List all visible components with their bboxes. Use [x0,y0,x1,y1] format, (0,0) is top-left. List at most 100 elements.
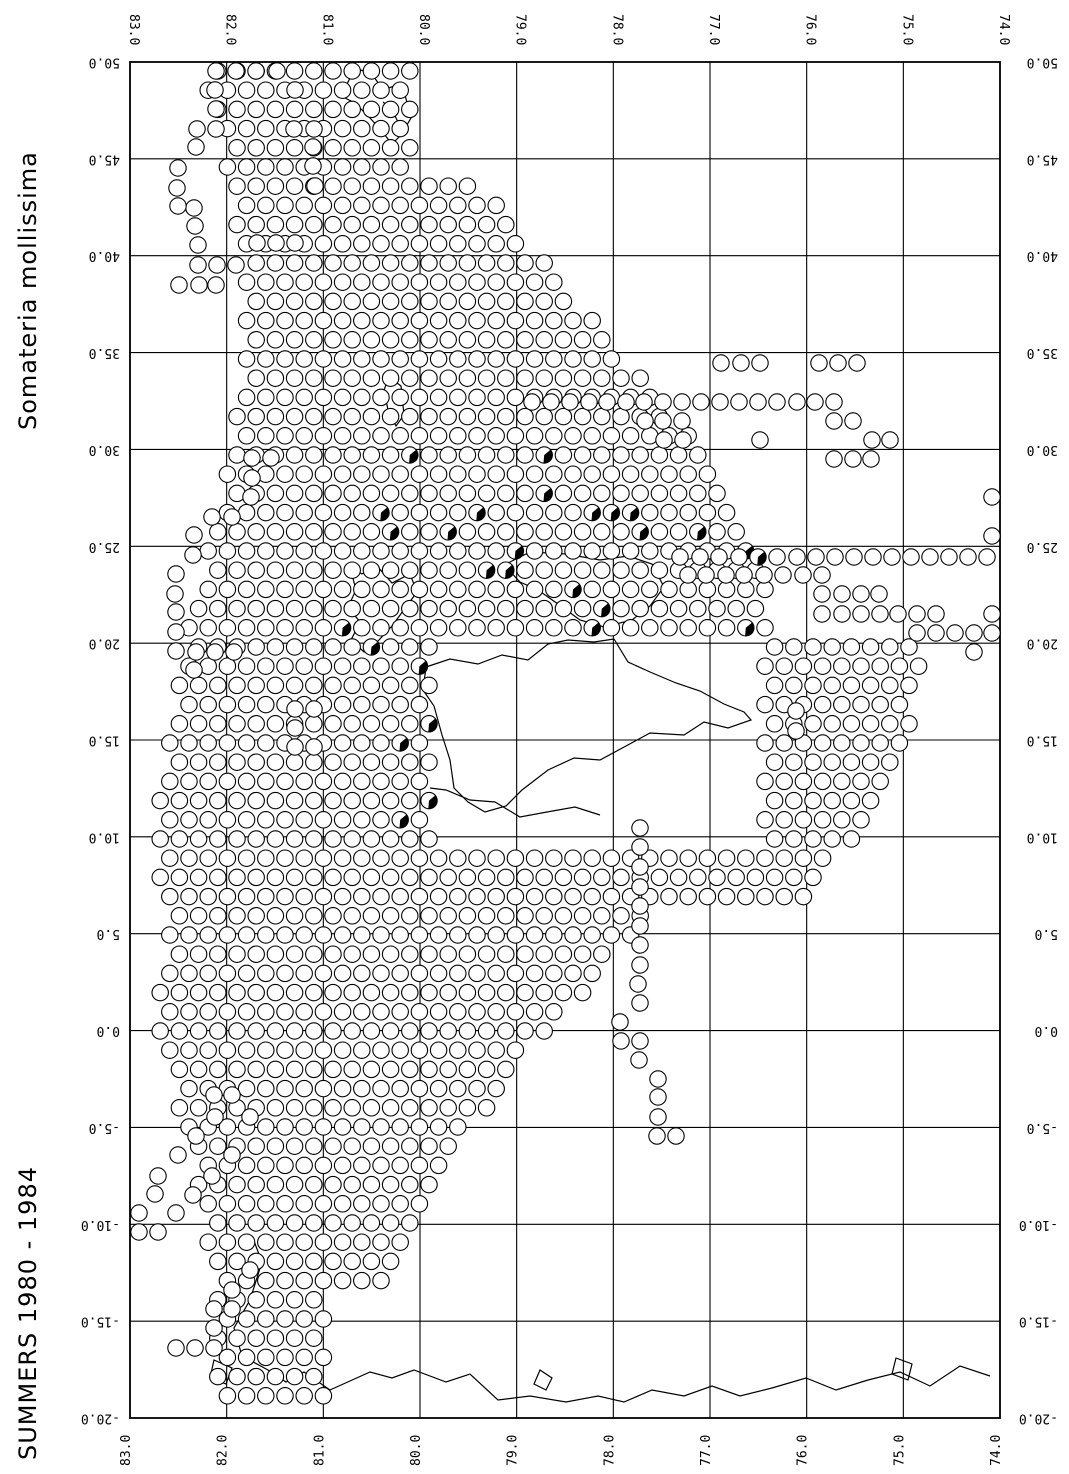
survey-point [343,676,361,695]
presence-wedge [370,641,380,656]
survey-circle [324,791,342,810]
survey-circle [276,311,294,330]
survey-circle [692,393,710,411]
survey-point [593,331,611,349]
survey-circle [516,484,534,503]
survey-circle [353,619,371,637]
survey-point [247,1367,265,1386]
survey-point [804,638,822,656]
survey-circle [333,772,352,791]
survey-point [362,1099,381,1117]
survey-circle [727,868,745,887]
survey-point [218,1003,237,1021]
survey-circle [362,331,381,349]
survey-circle [362,1252,381,1271]
survey-circle [295,542,313,560]
survey-point [554,599,573,618]
survey-circle [679,619,697,637]
survey-point [343,1137,361,1155]
survey-point [333,235,352,253]
survey-circle [458,215,477,234]
survey-point [391,772,409,791]
survey-point [257,964,275,983]
survey-circle [545,926,563,944]
survey-point [598,393,616,411]
survey-circle [689,446,707,464]
survey-circle [209,1252,227,1271]
survey-circle [228,983,246,1002]
survey-circle [285,1022,304,1040]
survey-circle [660,887,678,906]
survey-circle [353,119,371,138]
survey-circle [276,350,294,368]
survey-point [545,503,563,522]
survey-point [978,548,996,566]
survey-circle [477,1022,496,1040]
survey-point [788,393,806,411]
survey-circle [305,1367,323,1386]
survey-point [983,527,1001,545]
survey-point [218,887,237,906]
survey-circle [458,907,477,925]
survey-circle [602,427,621,445]
survey-point [228,100,246,119]
survey-circle [429,465,448,483]
survey-point [218,657,237,675]
survey-point [161,1003,179,1021]
survey-point [861,638,880,656]
survey-circle [756,772,774,791]
survey-point [170,830,189,848]
survey-point [167,623,185,641]
survey-point [871,734,889,752]
survey-circle [655,431,673,449]
survey-circle [324,177,342,195]
survey-point [185,199,203,217]
survey-point [487,887,505,906]
survey-circle [410,849,429,867]
survey-circle [161,964,179,983]
survey-point [765,868,784,887]
survey-point [324,331,342,349]
survey-point [883,548,901,566]
survey-circle [468,1041,486,1059]
survey-point [324,1175,342,1194]
survey-point [506,503,525,522]
survey-circle [506,964,525,983]
survey-point [228,1367,246,1386]
survey-point [167,642,185,660]
survey-point [305,638,323,656]
survey-point [333,580,352,599]
survey-circle [228,100,246,119]
survey-circle [737,580,755,599]
survey-circle [506,580,525,599]
survey-circle [497,446,515,464]
survey-circle [170,983,189,1002]
survey-circle [305,791,323,810]
survey-point [266,1099,285,1117]
survey-circle [391,427,409,445]
longitude-tick-label-bottom: 75.0 [892,1435,907,1466]
survey-circle [635,393,653,411]
survey-circle [324,830,342,848]
survey-circle [305,1291,323,1309]
survey-circle [362,254,381,272]
survey-circle [621,619,640,637]
survey-circle [391,119,409,138]
survey-point [285,1252,304,1271]
survey-point [468,926,486,944]
survey-point [420,484,438,503]
survey-circle [564,350,582,368]
survey-point [449,388,467,407]
survey-point [429,465,448,483]
survey-point [228,715,246,733]
survey-circle [209,868,227,887]
survey-circle [674,431,692,449]
survey-circle [314,503,333,522]
survey-point [169,1146,187,1164]
survey-circle [468,235,486,253]
survey-circle [362,945,381,963]
survey-point [247,1137,265,1155]
survey-circle [756,734,774,752]
survey-point [458,369,477,387]
survey-circle [641,580,659,599]
